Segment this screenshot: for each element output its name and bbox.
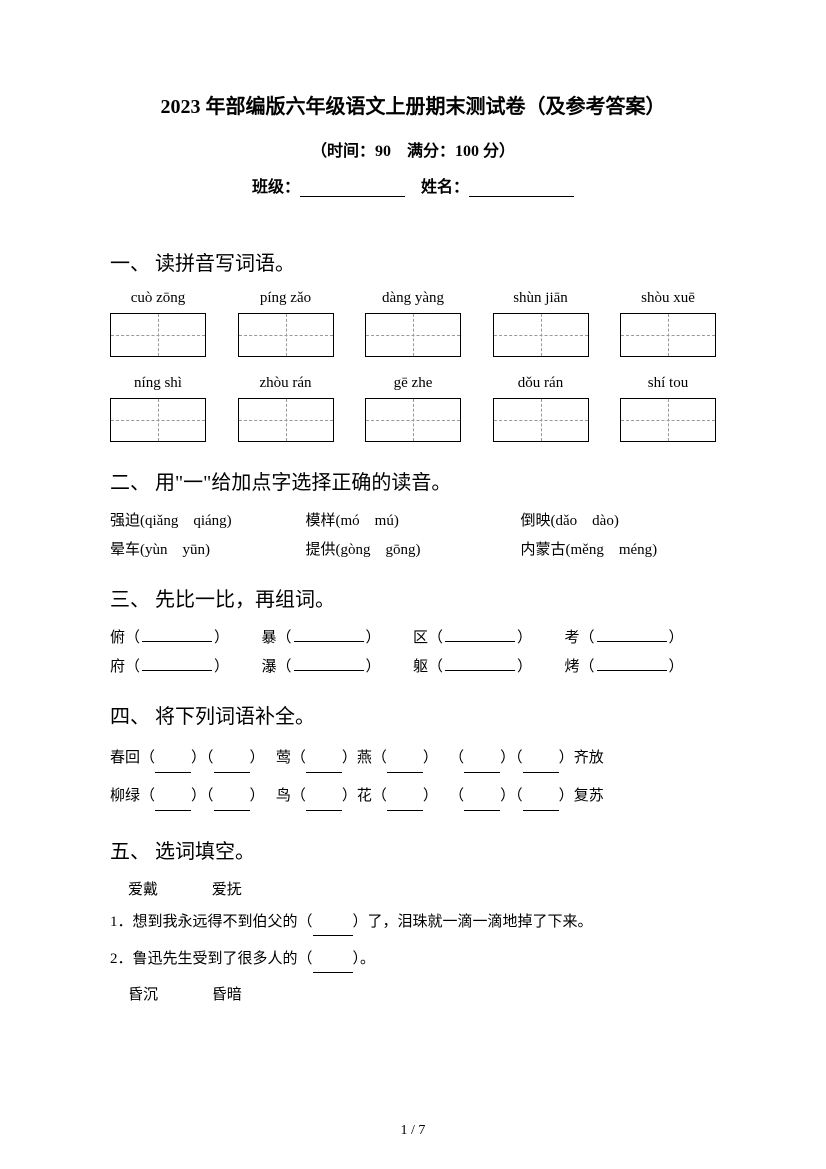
q2-item: 倒映(dǎo dào) <box>521 509 716 530</box>
fill-blank[interactable] <box>523 759 559 773</box>
fill-blank[interactable] <box>387 797 423 811</box>
write-box[interactable] <box>493 398 589 442</box>
fill-blank[interactable] <box>214 797 250 811</box>
q3-item: 烤（） <box>565 655 717 676</box>
fill-blank[interactable] <box>294 628 364 642</box>
fill-blank[interactable] <box>306 797 342 811</box>
section3-title: 三、 先比一比，再组词。 <box>110 583 716 612</box>
section2-title: 二、 用"一"给加点字选择正确的读音。 <box>110 466 716 495</box>
q3-row-2: 府（） 瀑（） 躯（） 烤（） <box>110 655 716 676</box>
pinyin-row-1: cuò zōng píng zǎo dàng yàng shùn jiān sh… <box>110 290 716 307</box>
word-option: 昏沉 <box>128 987 158 1003</box>
q2-item: 模样(mó mú) <box>305 509 520 530</box>
class-blank[interactable] <box>300 181 405 197</box>
fill-blank[interactable] <box>597 628 667 642</box>
write-box[interactable] <box>110 313 206 357</box>
write-box[interactable] <box>238 398 334 442</box>
q2-item: 强迫(qiǎng qiáng) <box>110 509 305 530</box>
fill-blank[interactable] <box>142 657 212 671</box>
write-box[interactable] <box>365 313 461 357</box>
section4-title: 四、 将下列词语补全。 <box>110 700 716 729</box>
fill-blank[interactable] <box>445 628 515 642</box>
fill-blank[interactable] <box>313 959 353 973</box>
q2-row-2: 晕车(yùn yūn) 提供(gòng gōng) 内蒙古(měng méng) <box>110 538 716 559</box>
exam-title: 2023 年部编版六年级语文上册期末测试卷（及参考答案） <box>110 90 716 119</box>
fill-blank[interactable] <box>387 759 423 773</box>
class-label: 班级： <box>252 179 300 196</box>
q5-question-1: 1．想到我永远得不到伯父的（）了，泪珠就一滴一滴地掉了下来。 <box>110 909 716 936</box>
q4-line-1: 春回（）（） 莺（）燕（） （）（）齐放 <box>110 743 716 773</box>
q5-word-pair-1: 爱戴 爱抚 <box>110 878 716 899</box>
pinyin-label: níng shì <box>110 375 206 392</box>
section5-title: 五、 选词填空。 <box>110 835 716 864</box>
word-option: 昏暗 <box>212 987 242 1003</box>
q2-item: 提供(gòng gōng) <box>305 538 520 559</box>
fill-blank[interactable] <box>155 759 191 773</box>
fill-blank[interactable] <box>214 759 250 773</box>
write-box[interactable] <box>620 398 716 442</box>
pinyin-label: gē zhe <box>365 375 461 392</box>
write-box[interactable] <box>238 313 334 357</box>
pinyin-label: dàng yàng <box>365 290 461 307</box>
q3-item: 俯（） <box>110 626 262 647</box>
student-info-line: 班级： 姓名： <box>110 173 716 197</box>
fill-blank[interactable] <box>464 759 500 773</box>
pinyin-row-2: níng shì zhòu rán gē zhe dǒu rán shí tou <box>110 375 716 392</box>
section1-title: 一、 读拼音写词语。 <box>110 247 716 276</box>
q3-item: 瀑（） <box>262 655 414 676</box>
q3-item: 躯（） <box>413 655 565 676</box>
pinyin-label: zhòu rán <box>238 375 334 392</box>
pinyin-label: cuò zōng <box>110 290 206 307</box>
exam-subtitle: （时间：90 满分：100 分） <box>110 137 716 161</box>
fill-blank[interactable] <box>155 797 191 811</box>
fill-blank[interactable] <box>523 797 559 811</box>
write-box[interactable] <box>493 313 589 357</box>
fill-blank[interactable] <box>142 628 212 642</box>
q5-word-pair-2: 昏沉 昏暗 <box>110 983 716 1004</box>
name-label: 姓名： <box>421 179 469 196</box>
pinyin-label: shí tou <box>620 375 716 392</box>
pinyin-label: píng zǎo <box>238 290 334 307</box>
write-box[interactable] <box>620 313 716 357</box>
page-number: 1 / 7 <box>0 1123 826 1139</box>
fill-blank[interactable] <box>313 922 353 936</box>
q2-item: 内蒙古(měng méng) <box>521 538 716 559</box>
pinyin-label: dǒu rán <box>493 375 589 392</box>
q4-line-2: 柳绿（）（） 鸟（）花（） （）（）复苏 <box>110 781 716 811</box>
pinyin-label: shùn jiān <box>493 290 589 307</box>
fill-blank[interactable] <box>464 797 500 811</box>
fill-blank[interactable] <box>445 657 515 671</box>
write-box[interactable] <box>110 398 206 442</box>
word-option: 爱抚 <box>212 882 242 898</box>
fill-blank[interactable] <box>306 759 342 773</box>
fill-blank[interactable] <box>294 657 364 671</box>
q3-item: 考（） <box>565 626 717 647</box>
q3-item: 府（） <box>110 655 262 676</box>
write-box-row-1 <box>110 313 716 357</box>
q2-row-1: 强迫(qiǎng qiáng) 模样(mó mú) 倒映(dǎo dào) <box>110 509 716 530</box>
name-blank[interactable] <box>469 181 574 197</box>
fill-blank[interactable] <box>597 657 667 671</box>
write-box[interactable] <box>365 398 461 442</box>
word-option: 爱戴 <box>128 882 158 898</box>
q3-item: 暴（） <box>262 626 414 647</box>
write-box-row-2 <box>110 398 716 442</box>
pinyin-label: shòu xuē <box>620 290 716 307</box>
q3-row-1: 俯（） 暴（） 区（） 考（） <box>110 626 716 647</box>
q2-item: 晕车(yùn yūn) <box>110 538 305 559</box>
q3-item: 区（） <box>413 626 565 647</box>
q5-question-2: 2．鲁迅先生受到了很多人的（）。 <box>110 946 716 973</box>
